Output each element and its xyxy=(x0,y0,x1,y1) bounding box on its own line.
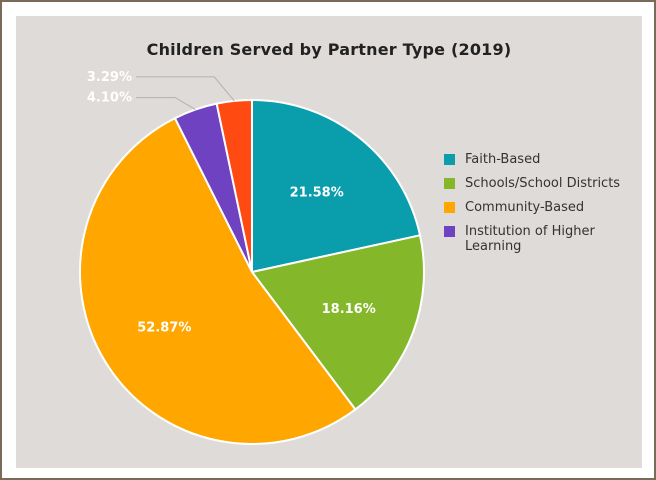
slice-label-2: 52.87% xyxy=(137,320,191,335)
slice-label-4: 3.29% xyxy=(87,70,132,85)
legend-item: Faith-Based xyxy=(444,152,624,167)
chart-title: Children Served by Partner Type (2019) xyxy=(146,40,512,59)
slice-label-0: 21.58% xyxy=(290,186,344,201)
legend-swatch xyxy=(444,178,455,189)
pie-slice-1 xyxy=(250,234,425,411)
legend-item: Schools/School Districts xyxy=(444,176,624,191)
legend-label: Community-Based xyxy=(465,200,585,215)
pie-slice-2 xyxy=(79,116,357,445)
pie-chart: 21.58% 18.16% 52.87% 4.10% 3.29% xyxy=(79,70,425,445)
legend-swatch xyxy=(444,226,455,237)
chart-panel: Children Served by Partner Type (2019) 2… xyxy=(16,16,642,468)
legend-label: Faith-Based xyxy=(465,152,541,167)
leader-line-4 xyxy=(136,76,235,102)
chart-legend: Faith-Based Schools/School Districts Commu… xyxy=(444,152,624,263)
leader-line-3 xyxy=(136,97,196,111)
legend-label: Schools/School Districts xyxy=(465,176,621,191)
legend-item: Institution of Higher Learning xyxy=(444,224,624,254)
legend-label: Institution of Higher Learning xyxy=(465,224,595,254)
legend-swatch xyxy=(444,154,455,165)
slice-label-1: 18.16% xyxy=(322,302,376,317)
legend-item: Community-Based xyxy=(444,200,624,215)
legend-swatch xyxy=(444,202,455,213)
pie-slice-0 xyxy=(251,98,422,274)
slice-label-3: 4.10% xyxy=(87,91,132,106)
